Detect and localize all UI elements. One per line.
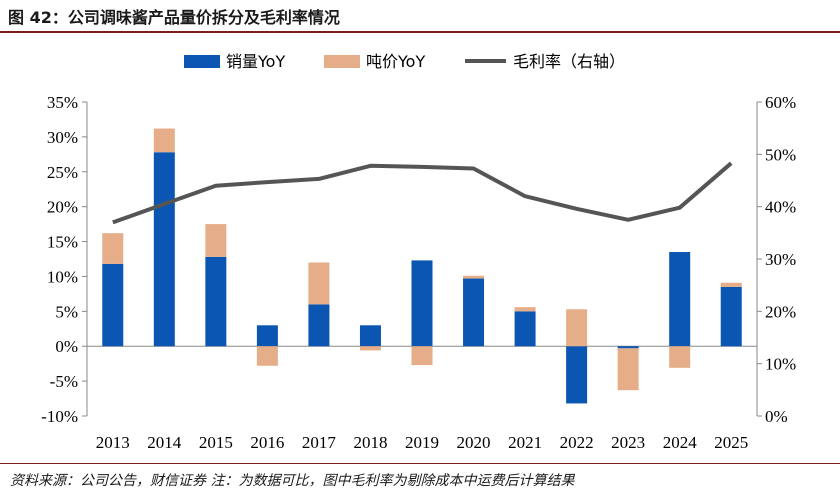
figure-title: 图 42：公司调味酱产品量价拆分及毛利率情况: [8, 8, 340, 27]
bar-volume: [153, 152, 175, 347]
bar-price: [308, 262, 330, 305]
y-left-tick-label: 15%: [47, 233, 78, 252]
bar-price: [411, 346, 433, 366]
legend-swatch-price: [324, 55, 360, 68]
y-right-tick-label: 30%: [765, 250, 796, 269]
bar-volume: [205, 256, 227, 347]
bar-price: [256, 346, 278, 366]
bottom-rule: [0, 463, 840, 464]
margin-line: [112, 161, 733, 225]
legend-label-volume: 销量YoY: [226, 52, 285, 71]
bar-volume: [359, 325, 381, 347]
axes: -10% -5% 0% 5% 10% 15% 20% 25% 30% 35% 0% 10% 20% 30%…: [41, 93, 796, 452]
y-right-tick-label: 20%: [765, 302, 796, 321]
bar-volume: [566, 346, 588, 404]
bar-volume: [720, 286, 742, 347]
bar-volume: [669, 252, 691, 347]
bar-volume: [411, 260, 433, 347]
x-tick-label: 2020: [457, 433, 491, 452]
chart: 销量YoY 吨价YoY 毛利率（右轴） -10% -5% 0% 5% 10% 15% 20%…: [41, 52, 796, 452]
bar-price: [205, 224, 227, 257]
bar-price: [102, 233, 124, 264]
x-tick-label: 2019: [405, 433, 439, 452]
y-left-tick-label: 20%: [47, 198, 78, 217]
bar-volume: [463, 278, 485, 347]
y-left-tick-label: -5%: [50, 372, 78, 391]
bar-price: [669, 346, 691, 368]
legend-label-price: 吨价YoY: [366, 52, 425, 71]
source-note: 资料来源：公司公告，财信证券 注：为数据可比，图中毛利率为剔除成本中运费后计算结…: [10, 473, 575, 489]
y-right-tick-label: 0%: [765, 407, 788, 426]
bar-volume: [617, 346, 639, 349]
y-left-tick-label: 0%: [55, 337, 78, 356]
y-left-tick-label: 35%: [47, 93, 78, 112]
bar-volume: [308, 304, 330, 347]
x-tick-label: 2021: [508, 433, 542, 452]
bar-price: [617, 348, 639, 391]
top-rule: [0, 31, 840, 33]
bar-price: [463, 275, 485, 279]
y-left-tick-label: -10%: [41, 407, 78, 426]
bar-price: [514, 307, 536, 312]
y-right-tick-label: 40%: [765, 198, 796, 217]
y-left-tick-label: 25%: [47, 163, 78, 182]
bar-volume: [256, 325, 278, 347]
bar-price: [153, 128, 175, 153]
x-tick-label: 2014: [147, 433, 182, 452]
x-tick-label: 2023: [611, 433, 645, 452]
y-left-tick-label: 5%: [55, 302, 78, 321]
x-tick-label: 2025: [714, 433, 748, 452]
legend: 销量YoY 吨价YoY 毛利率（右轴）: [184, 52, 625, 71]
legend-label-margin: 毛利率（右轴）: [513, 52, 625, 71]
bar-price: [566, 309, 588, 347]
y-right-tick-label: 60%: [765, 93, 796, 112]
bar-volume: [514, 311, 536, 347]
y-left-tick-label: 10%: [47, 267, 78, 286]
bar-volume: [102, 263, 124, 347]
x-tick-label: 2013: [96, 433, 130, 452]
x-tick-label: 2016: [250, 433, 284, 452]
x-tick-label: 2017: [302, 433, 337, 452]
x-tick-label: 2022: [560, 433, 594, 452]
legend-swatch-volume: [184, 55, 220, 68]
x-tick-label: 2024: [663, 433, 698, 452]
bar-price: [720, 282, 742, 287]
margin-line-path: [112, 161, 733, 225]
y-right-tick-label: 50%: [765, 145, 796, 164]
y-right-tick-label: 10%: [765, 355, 796, 374]
y-left-tick-label: 30%: [47, 128, 78, 147]
bars: [102, 128, 742, 404]
x-tick-label: 2015: [199, 433, 233, 452]
bar-price: [359, 346, 381, 351]
x-tick-label: 2018: [353, 433, 387, 452]
